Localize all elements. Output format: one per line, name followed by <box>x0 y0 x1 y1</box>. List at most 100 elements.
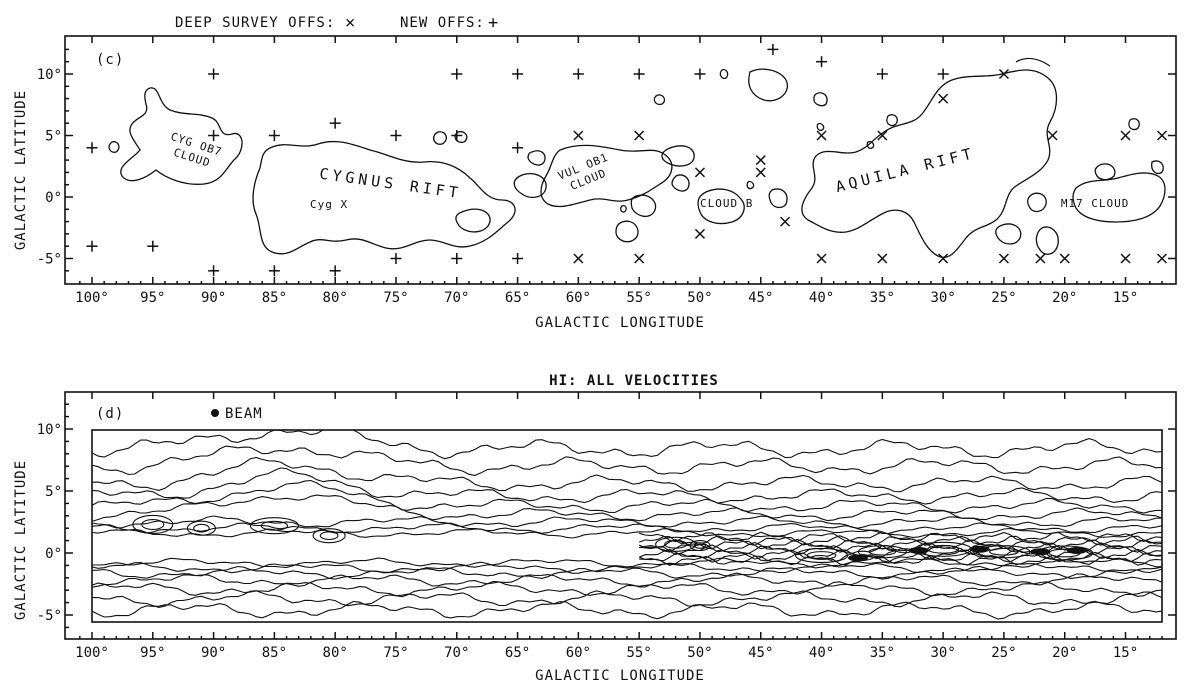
panel-c-x-tick-label: 30° <box>930 290 955 306</box>
hi-contour <box>639 535 1163 546</box>
panel-c-y-tick-label: 0° <box>45 190 62 206</box>
deep-survey-off-marker <box>1059 253 1070 264</box>
hi-contour <box>92 590 1163 608</box>
panel-d-x-tick-label: 40° <box>809 645 834 661</box>
panel-c-ticks: 100° 95° 90° 85° 80° 75° 70° 65° 60° 55° 50° 45° 40°… <box>37 36 1176 306</box>
hi-peak <box>908 547 929 555</box>
region-label: CLOUD B <box>700 197 753 210</box>
hi-contour <box>91 565 1163 580</box>
panel-c-x-tick-label: 40° <box>809 290 834 306</box>
region-label: M17 CLOUD <box>1061 197 1130 210</box>
panel-c-y-axis-label: GALACTIC LATITUDE <box>13 90 29 250</box>
new-off-marker <box>208 265 220 277</box>
deep-survey-off-marker <box>816 130 827 141</box>
deep-survey-off-marker <box>634 130 645 141</box>
deep-survey-off-marker <box>694 228 705 239</box>
panel-d-x-tick-label: 95° <box>140 645 165 661</box>
new-off-marker <box>694 68 706 80</box>
new-off-marker <box>451 130 463 141</box>
panel-d-x-tick-label: 100° <box>75 645 109 661</box>
hi-contour-loop <box>857 545 907 559</box>
panel-c-label: (c) <box>96 52 124 68</box>
region-label: VUL OB1CLOUD <box>556 151 616 196</box>
panel-d-x-tick-label: 55° <box>627 645 652 661</box>
panel-c-x-tick-label: 70° <box>444 290 469 306</box>
deep-survey-off-marker <box>877 253 888 264</box>
hi-contour <box>638 554 1163 566</box>
deep-survey-off-marker <box>938 253 949 264</box>
new-offs-markers <box>86 43 949 277</box>
hi-contour-loop <box>794 547 849 564</box>
hi-contour-loop <box>689 540 711 552</box>
hi-contour-loop <box>693 542 707 549</box>
panel-d-x-tick-label: 15° <box>1113 645 1138 661</box>
deep-survey-off-marker <box>755 167 766 178</box>
region-label: Cyg X <box>310 198 348 211</box>
hi-contour <box>91 561 1163 574</box>
panel-d-x-tick-label: 75° <box>383 645 408 661</box>
panel-c-x-tick-label: 50° <box>687 290 712 306</box>
deep-survey-off-marker <box>1120 253 1131 264</box>
hi-contour-loop <box>806 551 837 560</box>
panel-c-x-tick-label: 25° <box>991 290 1016 306</box>
hi-contour <box>91 467 1163 505</box>
deep-survey-off-marker <box>755 155 766 166</box>
panel-c-x-tick-label: 100° <box>75 290 109 306</box>
panel-d-ticks: 100° 95° 90° 85° 80° 75° 70° 65° 60° 55° 50° 45° 40°… <box>37 392 1176 661</box>
hi-contour <box>91 580 1163 598</box>
hi-contour <box>91 515 1163 529</box>
hi-contour-loop <box>260 520 289 531</box>
panel-c-x-tick-label: 60° <box>566 290 591 306</box>
new-off-marker <box>86 240 98 252</box>
legend-new-offs-symbol: + <box>488 13 499 33</box>
hi-contour-loop <box>132 514 174 535</box>
panel-c-contours <box>108 57 1166 259</box>
hi-contour-loop <box>868 547 897 556</box>
hi-contour-loop <box>655 536 697 552</box>
new-off-marker <box>329 265 341 277</box>
new-off-marker <box>451 68 463 80</box>
hi-contour <box>639 531 1163 543</box>
region-label: CYGNUS RIFT <box>318 165 462 203</box>
hi-peak <box>1066 547 1087 555</box>
new-off-marker <box>86 142 98 154</box>
hi-contour-loop <box>249 517 299 535</box>
deep-survey-off-marker <box>998 68 1009 80</box>
hi-contour <box>639 538 1163 550</box>
deep-survey-off-marker <box>1047 130 1058 141</box>
deep-survey-off-marker <box>998 253 1009 264</box>
beam-label: BEAM <box>225 406 263 422</box>
hi-contour <box>91 522 1163 535</box>
hi-contour <box>91 429 1163 460</box>
panel-d-x-tick-label: 20° <box>1052 645 1077 661</box>
hi-contour <box>91 445 1163 476</box>
deep-survey-off-marker <box>1035 253 1046 264</box>
hi-contour-loop <box>989 547 1019 556</box>
hi-contour-loop <box>664 539 688 549</box>
legend-deep-survey-symbol: × <box>345 13 356 33</box>
panel-d-y-axis-label: GALACTIC LATITUDE <box>13 460 29 620</box>
panel-d-y-tick-label: 0° <box>45 546 62 562</box>
panel-c-y-tick-label: 10° <box>37 67 62 83</box>
deep-survey-off-marker <box>780 216 791 227</box>
deep-survey-off-marker <box>634 253 645 264</box>
panel-c-x-tick-label: 75° <box>383 290 408 306</box>
panel-d: HI: ALL VELOCITIES (d) BEAM 100° 95° 90° 85… <box>13 373 1177 684</box>
panel-c-x-tick-label: 80° <box>323 290 348 306</box>
hi-contour-loop <box>319 531 339 541</box>
panel-d-x-tick-label: 85° <box>262 645 287 661</box>
deep-survey-off-marker <box>938 93 949 104</box>
panel-d-label: (d) <box>96 406 124 422</box>
region-label: CYG OB7CLOUD <box>165 130 224 172</box>
panel-d-y-tick-label: 5° <box>45 484 62 500</box>
hi-contour <box>91 456 1163 493</box>
panel-c-y-tick-label: 5° <box>45 129 62 145</box>
legend-deep-survey-label: DEEP SURVEY OFFS: <box>175 15 335 31</box>
deep-survey-off-marker <box>877 130 888 141</box>
hi-contour-loop <box>193 523 210 533</box>
panel-c-x-tick-label: 65° <box>505 290 530 306</box>
panel-c-x-tick-label: 95° <box>140 290 165 306</box>
new-off-marker <box>268 265 280 277</box>
panel-c-x-axis-label: GALACTIC LONGITUDE <box>535 315 705 331</box>
